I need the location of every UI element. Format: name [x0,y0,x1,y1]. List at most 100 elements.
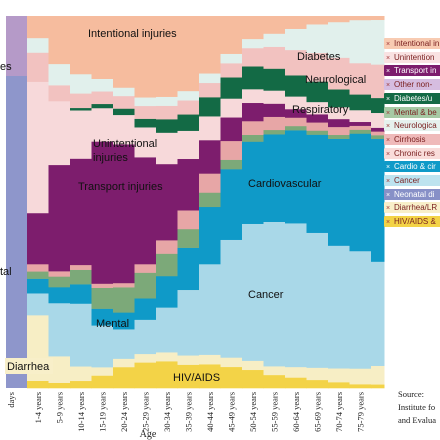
area-segment [48,271,71,277]
area-segment [27,212,49,265]
area-segment [328,16,350,23]
area-segment [27,278,49,294]
close-icon[interactable]: × [386,41,391,48]
legend-label: Cirrhosis [394,134,426,144]
area-segment [177,90,200,101]
close-icon[interactable]: × [386,82,391,90]
area-segment [328,107,350,120]
area-segment [328,368,350,383]
area-segment [113,87,135,97]
close-icon[interactable]: × [386,205,391,213]
legend-item[interactable]: × HIV/AIDS & [384,216,440,228]
area-segment [91,287,114,309]
area-segment [113,329,135,359]
x-tick-label: 15-19 years [97,392,107,432]
area-segment [306,52,329,82]
close-icon[interactable]: × [386,164,391,172]
area-segment [328,21,350,58]
area-label: es [0,61,12,73]
legend-label: Unintention [394,52,435,62]
area-segment [199,16,221,74]
area-segment [91,283,114,288]
area-segment [5,358,53,374]
area-label: Respiratory [292,104,349,116]
area-segment [263,366,286,376]
legend-item[interactable]: × Neonatal di [384,188,440,200]
area-segment [91,325,114,368]
area-segment [70,93,92,109]
area-segment [48,16,71,65]
legend-item[interactable]: × Intentional in [384,38,440,49]
legend-item[interactable]: × Diarrhea/LR [384,202,440,214]
close-icon[interactable]: × [386,123,391,131]
legend-item[interactable]: × Cardio & cir [384,161,440,173]
area-segment [328,245,350,369]
area-segment [91,103,114,109]
area-segment [199,364,221,389]
area-segment [242,223,264,361]
x-tick-label: 5-9 years [54,392,64,423]
close-icon[interactable]: × [386,191,391,199]
area-segment [48,356,71,383]
area-segment [199,73,221,84]
area-segment [263,90,286,104]
area-segment [285,117,307,127]
area-segment [349,121,372,126]
area-segment [177,16,200,92]
area-segment [113,114,135,145]
area-segment [199,192,221,208]
close-icon[interactable]: × [386,68,391,76]
x-tick-label: 20-24 years [119,392,129,432]
area-segment [220,77,243,99]
legend-item[interactable]: × Cirrhosis [384,133,440,145]
area-segment [134,319,157,355]
area-segment [113,108,135,116]
area-segment [285,130,307,224]
close-icon[interactable]: × [386,95,391,103]
area-segment [156,253,178,277]
area-label: HIV/AIDS [173,372,220,384]
area-segment [306,232,329,368]
legend-label: Diabetes/u [394,93,433,103]
legend-item[interactable]: × Cancer [384,175,440,186]
area-segment [156,352,178,362]
area-segment [349,19,372,64]
legend-item[interactable]: × Chronic res [384,147,440,159]
area-label: injuries [93,152,128,164]
close-icon[interactable]: × [386,109,391,117]
legend-label: Other non- [394,80,433,90]
area-segment [177,130,200,160]
area-segment [306,122,329,131]
area-segment [134,118,157,128]
close-icon[interactable]: × [386,54,391,62]
close-icon[interactable]: × [386,219,391,227]
legend-item[interactable]: × Diabetes/u [384,92,440,104]
close-icon[interactable]: × [386,136,391,144]
legend-item[interactable]: × Unintention [384,51,440,63]
legend-item[interactable]: × Other non- [384,79,440,91]
legend-item[interactable]: × Neurologica [384,120,440,132]
area-segment [199,97,221,117]
area-segment [48,287,71,304]
area-segment [285,109,307,118]
legend-item[interactable]: × Transport in [384,65,440,77]
legend-label: Diarrhea/LR [394,203,438,213]
close-icon[interactable]: × [386,150,391,158]
area-segment [220,357,243,368]
area-segment [306,134,329,233]
area-segment [113,16,135,88]
area-segment [27,293,49,316]
area-labels: Intentional injuries Diabetes Neurological… [0,28,366,384]
area-segment [220,366,243,389]
legend-item[interactable]: × Mental & be [384,106,440,118]
area-segment [70,380,92,389]
area-segment [156,361,178,389]
close-icon[interactable]: × [386,178,391,185]
area-segment [285,125,307,131]
area-label: Intentional injuries [88,28,177,40]
area-segment [328,126,350,136]
legend-label: HIV/AIDS & [394,217,436,227]
area-segment [371,135,385,140]
area-segment [242,120,264,135]
area-label: Diarrhea [7,361,50,373]
